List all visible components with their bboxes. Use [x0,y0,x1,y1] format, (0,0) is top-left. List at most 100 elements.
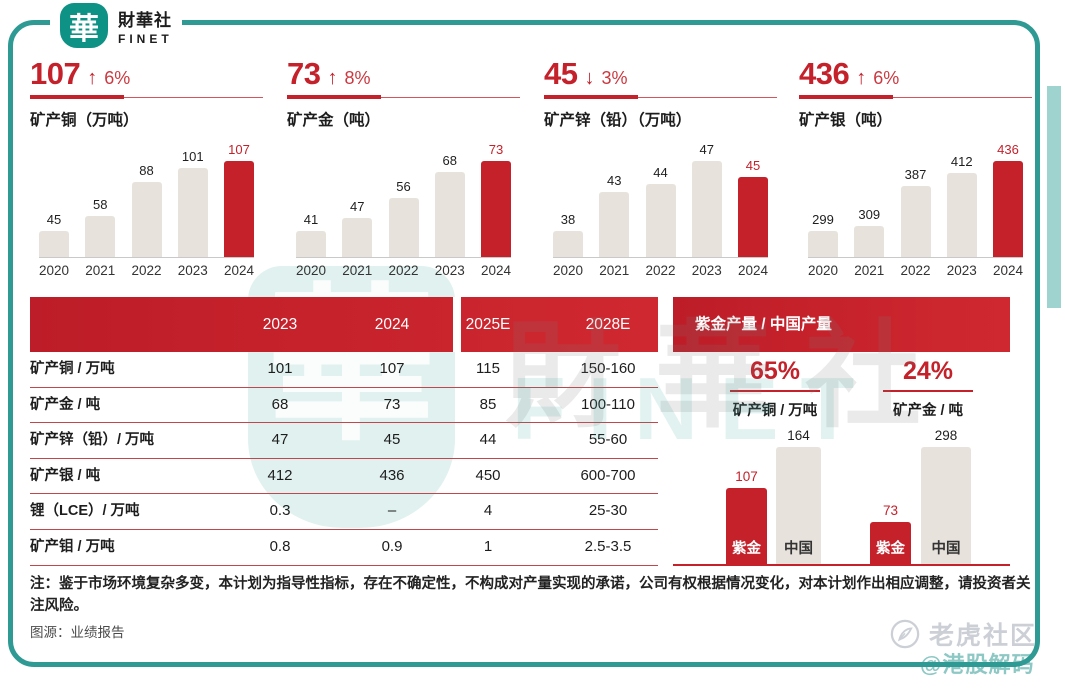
table-cell: 45 [383,431,401,449]
disclaimer-note: 注：鉴于市场环境复杂多变，本计划为指导性指标，存在不确定性，不构成对产量实现的承… [30,576,1031,614]
row-label: 矿产铜 / 万吨 [30,361,115,377]
kpi-value: 45 [544,56,578,91]
production-plan-table: 2023 2024 2025E 2028E 矿产铜 / 万吨 101 107 115 150-1… [30,297,658,566]
kpi-label: 矿产锌（铅）（万吨） [544,112,692,129]
arrow-down-icon: ↓ [584,67,595,89]
table-cell: 436 [379,466,405,484]
kpi-value: 107 [30,56,81,91]
bar: 68 [434,153,465,257]
kpi-change: 3% [601,68,628,88]
bar: 47 [691,142,722,257]
bar: 309 [854,207,885,257]
table-cell: 2.5-3.5 [584,537,632,555]
column-header-2024: 2024 [374,316,410,333]
comparison-bar: 298 中国 [921,428,971,564]
bar: 44 [645,165,676,257]
bar-value-label: 107 [228,142,250,157]
kpi-headline: 436 ↑ 6% [799,56,1032,92]
source-note: 图源：业绩报告 [30,625,125,640]
kpi-underline [544,95,777,99]
bar-value-label: 47 [699,142,714,157]
bar-value-label: 47 [350,199,365,214]
table-cell: 101 [267,360,293,377]
bar: 101 [177,149,208,257]
table-cell: 68 [271,395,289,413]
bar-value-label: 309 [858,207,881,222]
row-label: 矿产钼 / 万吨 [30,538,115,555]
ratio-baseline [673,564,1010,566]
comparison-bar: 164 中国 [776,428,821,564]
bar-value-label: 101 [181,149,204,164]
table-row: 矿产铜 / 万吨 101 107 115 150-160 [30,352,658,388]
bar-value-label: 44 [653,165,668,180]
ratio-panel-title: 紫金产量 / 中国产量 [673,297,1010,352]
year-tick: 2022 [131,263,162,278]
table-cell: 1 [483,537,493,555]
logo-char: 華 [69,12,99,46]
row-label: 矿产银 / 吨 [30,467,101,484]
kpi-underline [799,95,1032,99]
row-label: 锂（LCE）/ 万吨 [30,503,140,520]
comparison-bar-value: 298 [934,428,958,443]
border-frame [8,20,1040,667]
bar: 299 [808,212,838,257]
comparison-bar-name: 中国 [931,541,961,557]
table-row: 矿产锌（铅）/ 万吨 47 45 44 55-60 [30,423,658,459]
table-cell: 100-110 [581,395,635,413]
table-cell: 0.9 [381,537,403,555]
mini-chart: 45 58 88 101 107 [39,142,254,258]
year-tick: 2023 [177,263,208,278]
ratio-stat-2: 24% 矿产金 / 吨 [858,357,998,420]
year-axis: 2020 2021 2022 2023 2024 [808,263,1023,278]
quill-icon [890,619,920,649]
bar: 73 [481,142,511,257]
table-row: 矿产金 / 吨 68 73 85 100-110 [30,388,658,424]
kpi-label: 矿产银（吨） [799,112,893,129]
year-tick: 2024 [738,263,769,278]
year-tick: 2020 [296,263,327,278]
arrow-up-icon: ↑ [327,67,338,89]
kpi-underline [30,95,263,99]
bar-value-label: 41 [303,212,319,227]
comparison-bar-name: 紫金 [732,541,761,557]
table-cell: 107 [379,360,405,377]
mini-chart: 41 47 56 68 73 [296,142,511,258]
kpi-value: 73 [287,56,321,91]
comparison-bar-value: 107 [735,469,758,484]
ratio-underline [730,390,820,392]
comparison-bar-value: 164 [787,428,810,443]
ratio-stat-1: 65% 矿产铜 / 万吨 [705,357,845,420]
year-tick: 2022 [900,263,931,278]
ratio-percentage: 65% [749,357,801,385]
kpi-block-2: 73 ↑ 8% 矿产金（吨） 41 47 56 68 73 2020 2021 2022 2023 202… [287,56,520,278]
edge-watermark-strip [1047,86,1061,308]
ratio-metric-label: 矿产铜 / 万吨 [732,403,818,419]
arrow-up-icon: ↑ [87,67,98,89]
table-cell: – [387,502,397,520]
bar-value-label: 299 [812,212,834,227]
bar-value-label: 412 [950,154,973,169]
bar: 45 [39,212,69,257]
comparison-bar-name: 紫金 [876,541,905,557]
table-cell: 0.8 [269,537,291,555]
bar: 412 [946,154,977,257]
year-tick: 2021 [342,263,373,278]
table-row: 矿产银 / 吨 412 436 450 600-700 [30,459,658,495]
year-tick: 2020 [553,263,584,278]
column-header-2028E: 2028E [585,316,631,333]
bar: 47 [342,199,373,257]
row-label: 矿产锌（铅）/ 万吨 [30,432,155,449]
column-header-2025E: 2025E [465,316,511,333]
comparison-bar: 73 紫金 [870,503,911,564]
table-cell: 0.3 [269,502,291,520]
brand-name: 財華社 [118,10,172,30]
row-label: 矿产金 / 吨 [30,396,101,413]
year-tick: 2021 [85,263,116,278]
kpi-block-4: 436 ↑ 6% 矿产银（吨） 299 309 387 412 436 2020 2021 2022 2… [799,56,1032,278]
bar: 41 [296,212,326,257]
comparison-bar-name: 中国 [784,541,813,557]
table-row: 锂（LCE）/ 万吨 0.3 – 4 25-30 [30,494,658,530]
year-tick: 2023 [691,263,722,278]
kpi-value: 436 [799,56,850,91]
kpi-change: 8% [344,68,371,88]
